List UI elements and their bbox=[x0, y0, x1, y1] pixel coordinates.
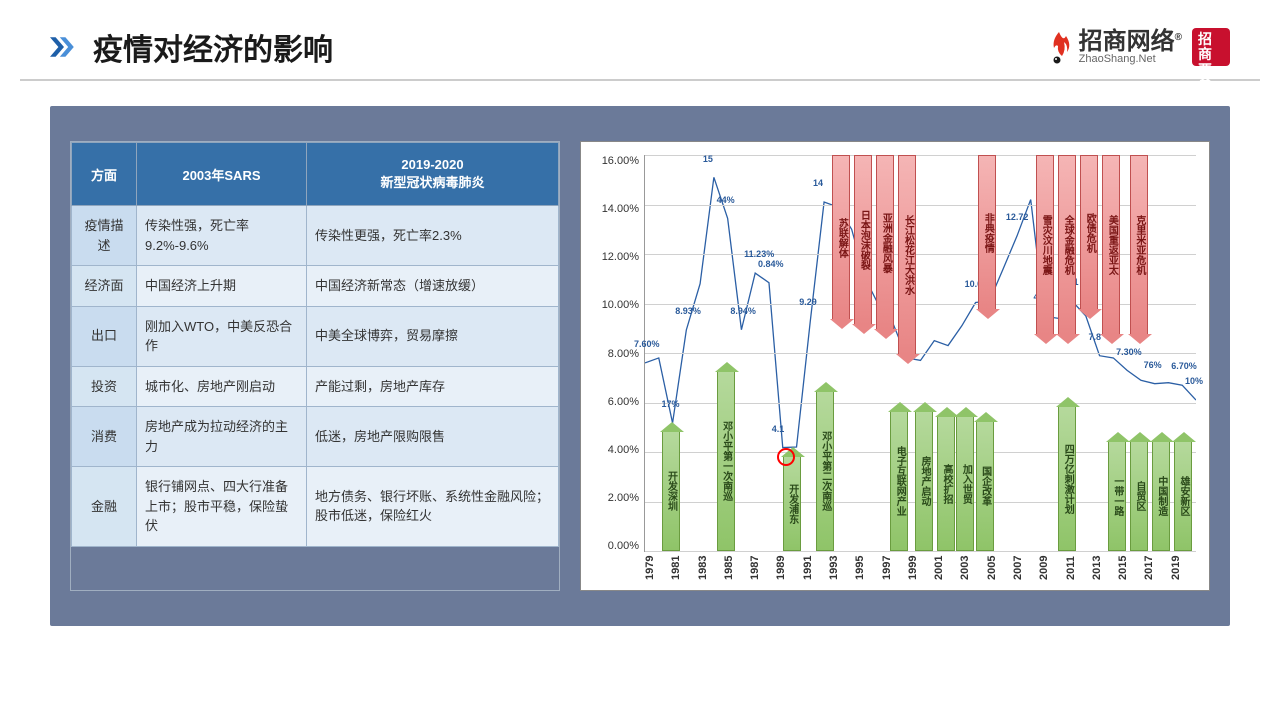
table-row: 出口刚加入WTO，中美反恐合作中美全球博弈，贸易摩擦 bbox=[72, 306, 559, 366]
event-arrow-up: 电子互联网产业 bbox=[890, 411, 908, 551]
data-label: 7.60% bbox=[634, 339, 660, 349]
event-arrow-down: 美国重返亚太 bbox=[1102, 155, 1120, 335]
event-arrow-up: 中国制造 bbox=[1152, 441, 1170, 551]
data-label: 8.94% bbox=[730, 306, 756, 316]
logo-main: 招商网络® ZhaoShang.Net bbox=[1044, 30, 1182, 65]
x-axis: 1979198119831985198719891991199319951997… bbox=[644, 554, 1196, 582]
data-label: 14 bbox=[813, 178, 823, 188]
event-arrow-down: 全球金融危机 bbox=[1058, 155, 1076, 335]
data-label: 10% bbox=[1185, 376, 1203, 386]
event-arrow-down: 亚洲金融风暴 bbox=[876, 155, 894, 330]
event-arrow-down: 非典疫情 bbox=[978, 155, 996, 310]
data-label: 0.84% bbox=[758, 259, 784, 269]
event-arrow-up: 一带一路 bbox=[1108, 441, 1126, 551]
page-title: 疫情对经济的影响 bbox=[93, 25, 333, 69]
title-wrap: 疫情对经济的影响 bbox=[50, 25, 333, 69]
table-header: 2019-2020新型冠状病毒肺炎 bbox=[307, 143, 559, 206]
data-label: 6.70% bbox=[1171, 361, 1197, 371]
table-header: 2003年SARS bbox=[137, 143, 307, 206]
chevron-icon bbox=[50, 33, 78, 61]
badge-icon: 招商要参 bbox=[1192, 28, 1230, 66]
event-arrow-up: 开发深圳 bbox=[662, 431, 680, 551]
gdp-chart: 16.00%14.00%12.00%10.00%8.00%6.00%4.00%2… bbox=[580, 141, 1210, 591]
event-arrow-up: 雄安新区 bbox=[1174, 441, 1192, 551]
data-label: 7.30% bbox=[1116, 347, 1142, 357]
data-label: 17% bbox=[662, 399, 680, 409]
header: 疫情对经济的影响 招商网络® ZhaoShang.Net 招商要参 bbox=[20, 0, 1260, 81]
table-row: 疫情描述传染性强，死亡率9.2%-9.6%传染性更强，死亡率2.3% bbox=[72, 206, 559, 266]
event-arrow-down: 苏联解体 bbox=[832, 155, 850, 320]
event-arrow-up: 加入世贸 bbox=[956, 416, 974, 551]
data-label: 12.72 bbox=[1006, 212, 1029, 222]
event-arrow-down: 雪灾汶川地震 bbox=[1036, 155, 1054, 335]
comparison-table: 方面2003年SARS2019-2020新型冠状病毒肺炎疫情描述传染性强，死亡率… bbox=[70, 141, 560, 591]
data-label: 8.93% bbox=[675, 306, 701, 316]
event-arrow-up: 开发浦东 bbox=[783, 456, 801, 551]
data-label: 11.23% bbox=[744, 249, 774, 259]
y-axis: 16.00%14.00%12.00%10.00%8.00%6.00%4.00%2… bbox=[589, 155, 644, 552]
data-label: 9.29 bbox=[799, 297, 817, 307]
event-arrow-up: 邓小平第一次南巡 bbox=[717, 371, 735, 551]
data-label: 44% bbox=[717, 195, 735, 205]
event-arrow-up: 国企改革 bbox=[976, 421, 994, 551]
event-arrow-up: 自贸区 bbox=[1130, 441, 1148, 551]
table-row: 投资城市化、房地产刚启动产能过剩，房地产库存 bbox=[72, 366, 559, 407]
event-arrow-up: 邓小平第二次南巡 bbox=[816, 391, 834, 551]
data-label: 15 bbox=[703, 154, 713, 164]
event-arrow-down: 日本泡沫破裂 bbox=[854, 155, 872, 325]
event-arrow-up: 高校扩招 bbox=[937, 416, 955, 551]
event-arrow-up: 房地产启动 bbox=[915, 411, 933, 551]
table-row: 消费房地产成为拉动经济的主力低迷，房地产限购限售 bbox=[72, 407, 559, 467]
event-arrow-down: 长江松花江大洪水 bbox=[898, 155, 916, 355]
data-label: 4.1 bbox=[772, 424, 785, 434]
table-row: 经济面中国经济上升期中国经济新常态（增速放缓） bbox=[72, 266, 559, 307]
data-label: 7.8 bbox=[1089, 332, 1102, 342]
table-header: 方面 bbox=[72, 143, 137, 206]
plot-area: 7.60%17%8.93%1544%8.94%11.23%0.84%4.19.2… bbox=[644, 155, 1196, 552]
logo-cn-text: 招商网络® bbox=[1079, 30, 1182, 54]
data-label: 76% bbox=[1144, 360, 1162, 370]
flame-icon bbox=[1044, 30, 1074, 65]
content-panel: 方面2003年SARS2019-2020新型冠状病毒肺炎疫情描述传染性强，死亡率… bbox=[50, 106, 1230, 626]
table-row: 金融银行铺网点、四大行准备上市；股市平稳，保险蛰伏地方债务、银行坏账、系统性金融… bbox=[72, 467, 559, 547]
logos: 招商网络® ZhaoShang.Net 招商要参 bbox=[1044, 28, 1230, 66]
logo-en-text: ZhaoShang.Net bbox=[1079, 54, 1182, 65]
event-arrow-down: 欧债危机 bbox=[1080, 155, 1098, 310]
event-arrow-down: 克里米亚危机 bbox=[1130, 155, 1148, 335]
event-arrow-up: 四万亿刺激计划 bbox=[1058, 406, 1076, 551]
